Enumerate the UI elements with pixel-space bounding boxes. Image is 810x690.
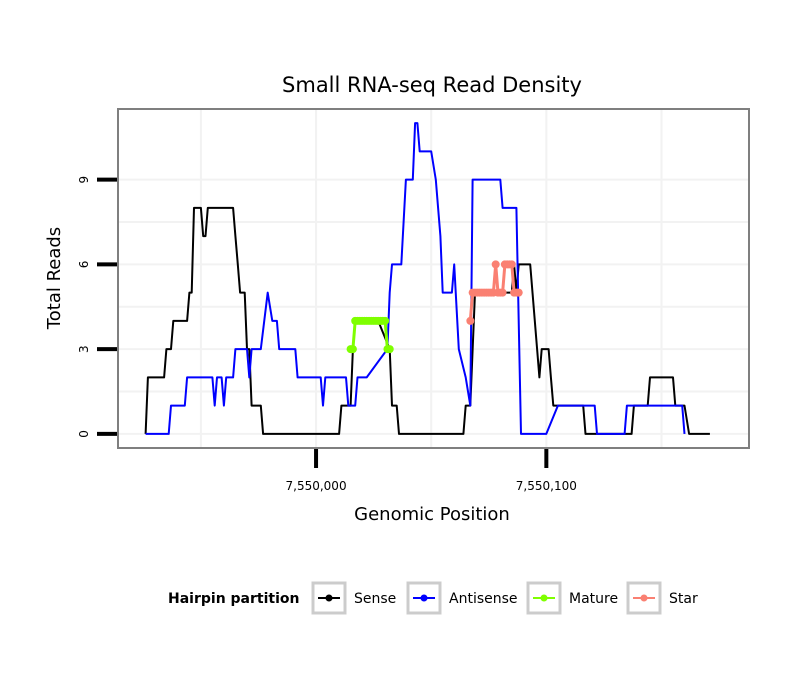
legend-title: Hairpin partition [168,591,299,607]
data-point-star [507,260,516,269]
legend: Hairpin partition Sense Antisense Mature St… [168,581,698,615]
x-axis-title: Genomic Position [354,504,510,525]
legend-key-point [640,594,648,602]
data-point-mature [381,316,390,325]
legend-item-antisense: Antisense [406,581,518,615]
y-tick-label: 9 [77,176,91,184]
x-axis: 7,550,000 7,550,100 [286,449,577,493]
data-point-star [498,288,507,297]
x-tick-label: 7,550,000 [286,479,347,493]
legend-item-sense: Sense [311,581,396,615]
y-tick-label: 3 [77,345,91,353]
data-point-mature [348,345,357,354]
series-sense [144,206,710,435]
plot-border [117,108,750,449]
data-point-star [514,288,523,297]
y-axis: 0 3 6 9 [77,176,117,438]
legend-label: Star [669,591,698,607]
y-tick-label: 6 [77,261,91,269]
series-mature [346,316,394,354]
data-point-mature [385,345,394,354]
chart-title: Small RNA-seq Read Density [282,73,582,97]
data-point-star [491,260,500,269]
legend-item-star: Star [626,581,698,615]
y-axis-title: Total Reads [44,227,65,330]
legend-key-point [420,594,428,602]
y-tick-label: 0 [77,430,91,438]
x-tick-label: 7,550,100 [516,479,577,493]
series-layer [144,122,710,435]
series-star [466,260,523,325]
legend-label: Antisense [449,591,518,607]
series-line-sense [144,206,710,435]
legend-key-point [540,594,548,602]
legend-label: Sense [354,591,396,607]
data-point-star [466,316,475,325]
legend-label: Mature [569,591,618,607]
legend-item-mature: Mature [526,581,618,615]
legend-key-point [325,594,333,602]
